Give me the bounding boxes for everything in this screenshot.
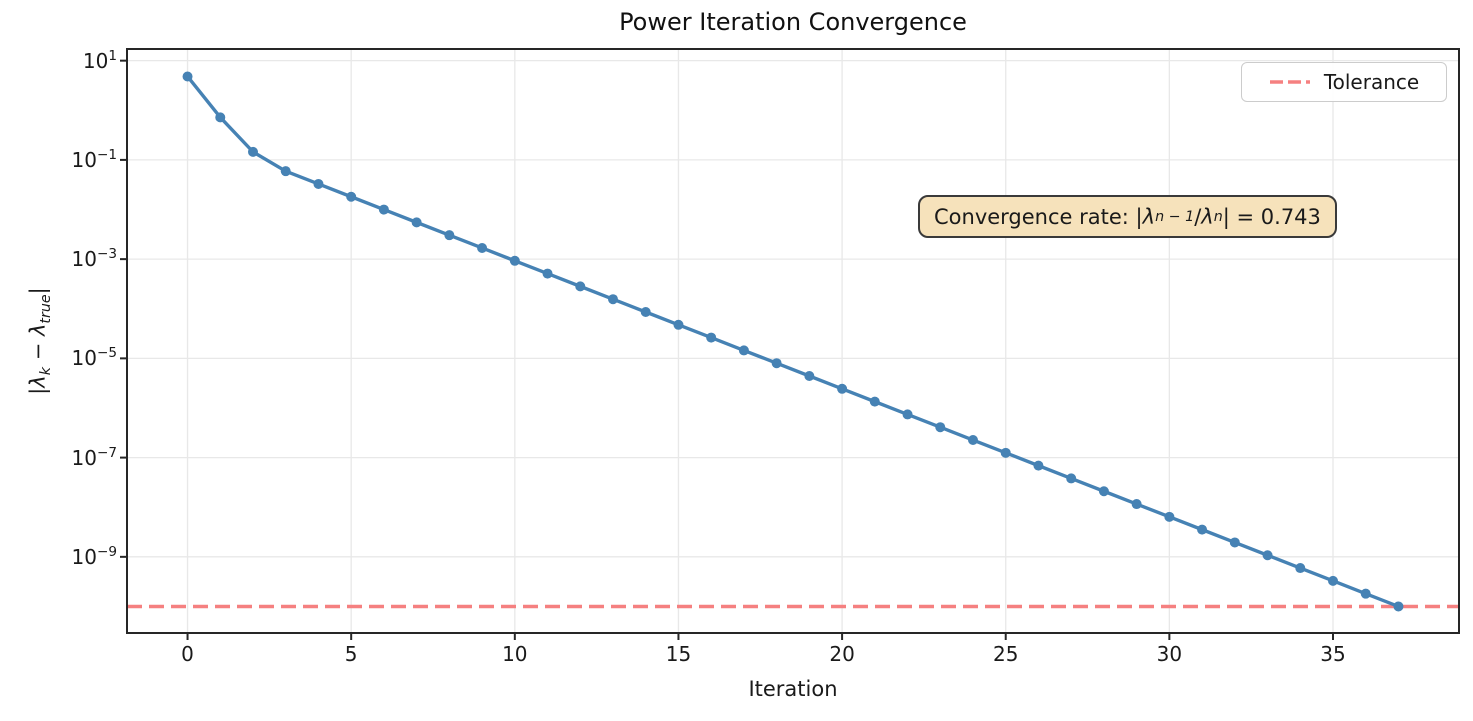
y-tick-label: 10−7: [71, 444, 118, 470]
text-segment: λ: [26, 323, 50, 337]
text-segment: λ: [1142, 204, 1156, 229]
data-point-marker: [1393, 601, 1404, 612]
data-point-marker: [608, 294, 618, 305]
chart-title: Power Iteration Convergence: [619, 8, 967, 36]
data-point-marker: [1295, 563, 1306, 574]
text-segment: −: [26, 336, 50, 367]
tolerance-dash-icon: [1269, 80, 1310, 84]
data-point-marker: [902, 409, 913, 420]
data-point-marker: [509, 255, 520, 266]
data-point-marker: [1229, 537, 1240, 548]
text-segment: k: [38, 366, 55, 376]
data-point-marker: [378, 204, 389, 215]
x-tick-label: 30: [1156, 642, 1183, 666]
data-point-marker: [280, 166, 291, 177]
text-segment: λ: [1201, 204, 1214, 229]
data-point-marker: [248, 146, 258, 157]
data-point-marker: [1033, 460, 1044, 471]
text-segment: λ: [26, 375, 50, 388]
data-point-marker: [411, 217, 422, 228]
y-tick-label: 101: [82, 47, 117, 73]
data-point-marker: [215, 112, 226, 123]
data-point-marker: [1131, 499, 1142, 510]
data-point-marker: [706, 332, 717, 343]
data-point-marker: [477, 242, 488, 253]
data-point-marker: [182, 71, 193, 82]
x-tick-label: 35: [1320, 642, 1346, 666]
text-segment: Convergence rate: |: [934, 204, 1143, 229]
x-tick-label: 5: [344, 642, 358, 666]
legend-label: Tolerance: [1323, 70, 1420, 94]
data-point-marker: [346, 191, 357, 202]
data-point-marker: [1000, 447, 1011, 458]
data-point-marker: [1360, 588, 1371, 599]
data-point-marker: [1066, 473, 1077, 484]
y-tick-label: 10−3: [71, 246, 118, 271]
y-tick-label: 10−5: [71, 345, 118, 371]
data-point-marker: [313, 178, 324, 189]
data-point-marker: [771, 358, 782, 369]
data-point-marker: [673, 319, 684, 330]
data-point-marker: [869, 396, 880, 407]
legend: Tolerance: [1241, 62, 1447, 102]
data-point-marker: [542, 268, 553, 279]
x-tick-label: 25: [992, 642, 1019, 666]
x-tick-label: 20: [829, 642, 855, 666]
x-tick-label: 0: [181, 642, 194, 666]
y-tick-label: 10−1: [71, 147, 118, 172]
data-point-marker: [444, 230, 455, 241]
x-tick-label: 15: [665, 642, 692, 666]
data-point-marker: [1197, 524, 1208, 535]
data-series-line: [185, 74, 1401, 609]
convergence-rate-annotation: Convergence rate: | λ n − 1/λ n | = 0.743: [918, 195, 1337, 238]
x-tick-label: 10: [502, 642, 528, 666]
text-segment: |: [26, 387, 50, 395]
data-point-marker: [738, 345, 749, 356]
text-segment: |: [26, 287, 50, 295]
data-point-marker: [1262, 550, 1273, 561]
y-tick-label: 10−9: [71, 544, 118, 569]
text-segment: | = 0.743: [1222, 204, 1321, 229]
text-segment: true: [38, 294, 55, 324]
x-axis-label: Iteration: [748, 677, 838, 701]
data-point-marker: [1098, 486, 1109, 497]
data-point-marker: [640, 306, 651, 317]
data-point-marker: [1164, 511, 1175, 522]
y-axis-label: |λk − λtrue|: [26, 287, 54, 395]
data-point-marker: [575, 281, 586, 292]
axes-spines: [126, 48, 1460, 634]
data-point-marker: [837, 383, 848, 394]
text-segment: /: [1194, 204, 1202, 229]
data-point-marker: [804, 371, 815, 382]
data-point-marker: [1328, 575, 1338, 586]
data-point-marker: [935, 422, 946, 433]
data-point-marker: [968, 435, 978, 446]
